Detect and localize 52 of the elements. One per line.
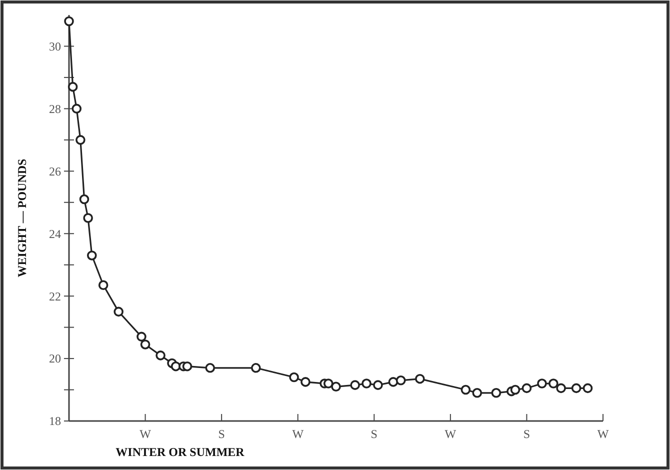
x-tick-label: S bbox=[523, 427, 530, 441]
x-tick-label: W bbox=[140, 427, 152, 441]
point bbox=[548, 378, 558, 388]
point bbox=[350, 380, 360, 390]
point bbox=[582, 383, 593, 394]
y-tick-label: 30 bbox=[49, 39, 61, 54]
y-tick-label: 26 bbox=[49, 164, 61, 178]
y-axis-title: WEIGHT — POUNDS bbox=[15, 158, 29, 278]
point bbox=[64, 16, 74, 26]
y-tick-label: 22 bbox=[49, 289, 61, 304]
point bbox=[136, 332, 146, 342]
point bbox=[522, 383, 532, 394]
point bbox=[571, 383, 582, 394]
point bbox=[251, 363, 261, 373]
point bbox=[556, 383, 566, 394]
point bbox=[460, 384, 471, 395]
x-tick-label: W bbox=[597, 427, 610, 441]
point bbox=[79, 194, 90, 204]
point bbox=[72, 104, 82, 114]
point bbox=[388, 377, 398, 387]
point bbox=[396, 376, 406, 386]
point bbox=[510, 384, 520, 395]
y-tick-label: 18 bbox=[49, 414, 61, 428]
point bbox=[289, 372, 299, 382]
point bbox=[331, 382, 341, 392]
point bbox=[323, 378, 334, 388]
point bbox=[170, 361, 181, 372]
point bbox=[472, 388, 482, 398]
point bbox=[68, 82, 78, 92]
point bbox=[537, 378, 547, 388]
y-tick-label: 24 bbox=[49, 226, 61, 241]
point bbox=[373, 380, 383, 390]
point bbox=[76, 135, 86, 145]
point bbox=[114, 306, 124, 317]
x-tick-label: S bbox=[218, 427, 225, 441]
point bbox=[140, 340, 150, 350]
point bbox=[491, 388, 502, 398]
x-tick-label: S bbox=[370, 427, 378, 441]
point bbox=[98, 280, 108, 290]
y-tick-label: 20 bbox=[49, 352, 61, 366]
x-tick-label: W bbox=[444, 427, 457, 441]
x-tick-label: W bbox=[292, 427, 304, 441]
point bbox=[83, 213, 93, 223]
point bbox=[182, 361, 192, 372]
point bbox=[156, 350, 166, 360]
point bbox=[205, 363, 216, 373]
x-axis-title: WINTER OR SUMMER bbox=[116, 445, 245, 459]
y-tick-label: 28 bbox=[49, 102, 61, 116]
point bbox=[86, 250, 97, 260]
point bbox=[362, 378, 372, 388]
point bbox=[415, 374, 425, 384]
point bbox=[300, 377, 310, 387]
